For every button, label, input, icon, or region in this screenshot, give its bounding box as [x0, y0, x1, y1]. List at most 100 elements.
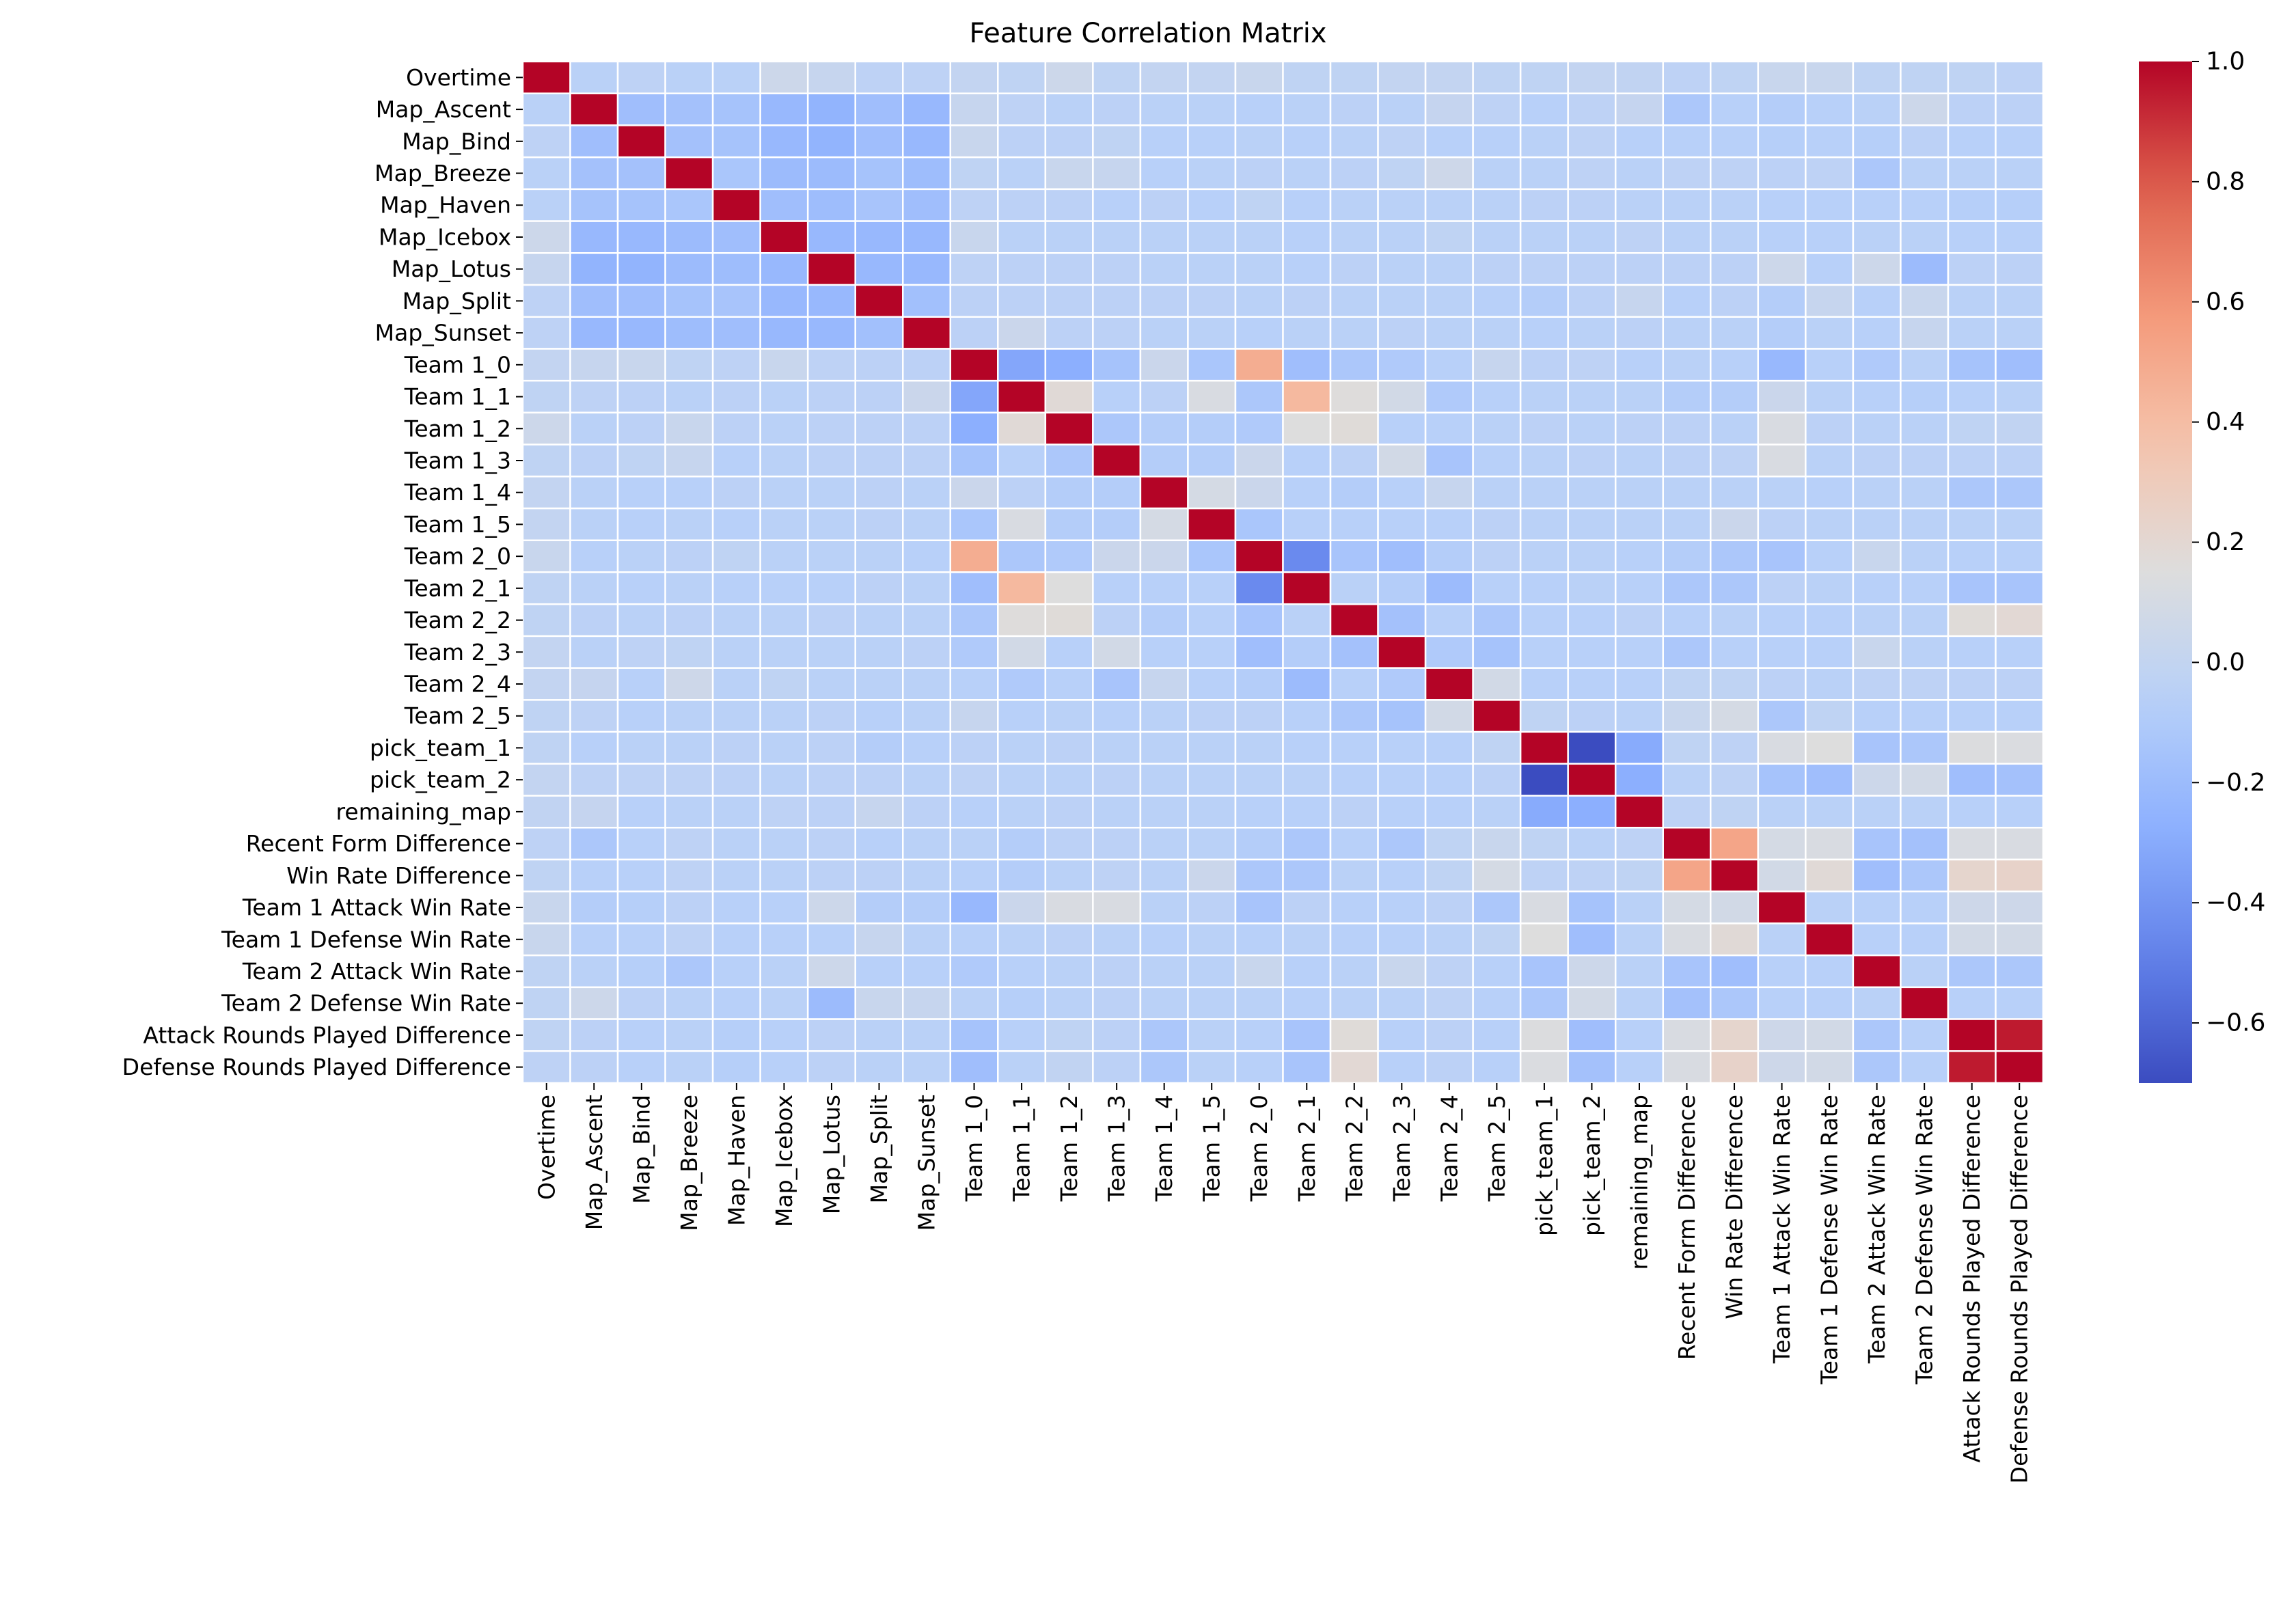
heatmap-cell — [664, 348, 714, 382]
heatmap-cell — [1329, 124, 1379, 159]
heatmap-cell — [1092, 348, 1142, 382]
heatmap-cell — [711, 507, 761, 542]
heatmap-cell — [902, 316, 952, 350]
x-tick-label: Map_Ascent — [581, 1095, 607, 1230]
heatmap-cell — [997, 954, 1047, 989]
heatmap-cell — [1662, 635, 1712, 669]
heatmap-cell — [759, 603, 809, 638]
heatmap-cell — [1662, 1050, 1712, 1084]
heatmap-cell — [711, 188, 761, 222]
heatmap-cell — [997, 411, 1047, 446]
heatmap-cell — [569, 348, 619, 382]
heatmap-cell — [1900, 635, 1950, 669]
heatmap-cell — [854, 922, 904, 957]
heatmap-cell — [1852, 1050, 1902, 1084]
heatmap-cell — [1900, 188, 1950, 222]
heatmap-cell — [902, 635, 952, 669]
heatmap-cell — [1567, 1018, 1617, 1052]
heatmap-cell — [902, 188, 952, 222]
heatmap-cell — [806, 507, 856, 542]
x-tick-label: Team 2_3 — [1389, 1095, 1415, 1202]
heatmap-cell — [902, 858, 952, 892]
heatmap-cell — [1092, 571, 1142, 605]
heatmap-cell — [711, 443, 761, 478]
heatmap-cell — [1614, 922, 1664, 957]
heatmap-cell — [806, 539, 856, 573]
heatmap-cell — [521, 603, 571, 638]
heatmap-cell — [1282, 858, 1332, 892]
heatmap-cell — [1662, 156, 1712, 191]
heatmap-cell — [997, 730, 1047, 765]
heatmap-cell — [1710, 92, 1760, 126]
heatmap-cell — [569, 220, 619, 254]
heatmap-cell — [711, 954, 761, 989]
x-tick-label: Team 1_1 — [1009, 1095, 1035, 1202]
heatmap-cell — [759, 284, 809, 318]
heatmap-cell — [1852, 986, 1902, 1020]
heatmap-cell — [1662, 252, 1712, 286]
heatmap-cell — [1139, 539, 1189, 573]
heatmap-cell — [664, 92, 714, 126]
heatmap-cell — [616, 730, 666, 765]
y-tick-label: Map_Breeze — [374, 160, 511, 187]
heatmap-cell — [664, 539, 714, 573]
heatmap-cell — [521, 1050, 571, 1084]
heatmap-cell — [1947, 507, 1997, 542]
heatmap-cell — [1852, 763, 1902, 797]
heatmap-cell — [759, 188, 809, 222]
heatmap-cell — [1614, 795, 1664, 829]
heatmap-cell — [1662, 188, 1712, 222]
heatmap-cell — [1234, 124, 1284, 159]
heatmap-cell — [1662, 699, 1712, 733]
heatmap-cell — [949, 922, 999, 957]
heatmap-cell — [1187, 507, 1237, 542]
heatmap-cell — [1282, 571, 1332, 605]
heatmap-cell — [1567, 827, 1617, 861]
heatmap-cell — [854, 443, 904, 478]
heatmap-cell — [1900, 954, 1950, 989]
heatmap-cell — [1329, 379, 1379, 414]
heatmap-cell — [711, 316, 761, 350]
heatmap-cell — [1092, 252, 1142, 286]
heatmap-cell — [521, 986, 571, 1020]
heatmap-cell — [1424, 986, 1474, 1020]
heatmap-cell — [1852, 476, 1902, 510]
heatmap-cell — [1234, 667, 1284, 701]
heatmap-cell — [1757, 1018, 1807, 1052]
heatmap-cell — [1472, 1018, 1522, 1052]
heatmap-cell — [1662, 220, 1712, 254]
heatmap-cell — [1519, 92, 1569, 126]
heatmap-cell — [854, 316, 904, 350]
heatmap-cell — [1044, 220, 1094, 254]
heatmap-cell — [1900, 60, 1950, 94]
heatmap-cell — [1710, 571, 1760, 605]
y-tick-label: Map_Split — [402, 288, 511, 314]
heatmap-cell — [1424, 507, 1474, 542]
heatmap-cell — [1472, 507, 1522, 542]
heatmap-cell — [1757, 699, 1807, 733]
heatmap-cell — [949, 827, 999, 861]
heatmap-cell — [1519, 60, 1569, 94]
heatmap-cell — [806, 890, 856, 925]
heatmap-cell — [1519, 571, 1569, 605]
heatmap-cell — [1567, 443, 1617, 478]
heatmap-cell — [1377, 699, 1427, 733]
heatmap-cell — [1377, 795, 1427, 829]
heatmap-cell — [664, 954, 714, 989]
heatmap-cell — [616, 890, 666, 925]
heatmap-cell — [1282, 539, 1332, 573]
heatmap-cell — [949, 284, 999, 318]
heatmap-cell — [1995, 60, 2045, 94]
heatmap-cell — [1995, 795, 2045, 829]
heatmap-cell — [949, 124, 999, 159]
heatmap-cell — [1329, 188, 1379, 222]
heatmap-cell — [759, 539, 809, 573]
heatmap-cell — [759, 635, 809, 669]
heatmap-cell — [1139, 795, 1189, 829]
heatmap-cell — [1900, 699, 1950, 733]
heatmap-cell — [1900, 379, 1950, 414]
heatmap-cell — [1662, 124, 1712, 159]
heatmap-cell — [711, 763, 761, 797]
heatmap-cell — [1187, 476, 1237, 510]
heatmap-cell — [1947, 667, 1997, 701]
